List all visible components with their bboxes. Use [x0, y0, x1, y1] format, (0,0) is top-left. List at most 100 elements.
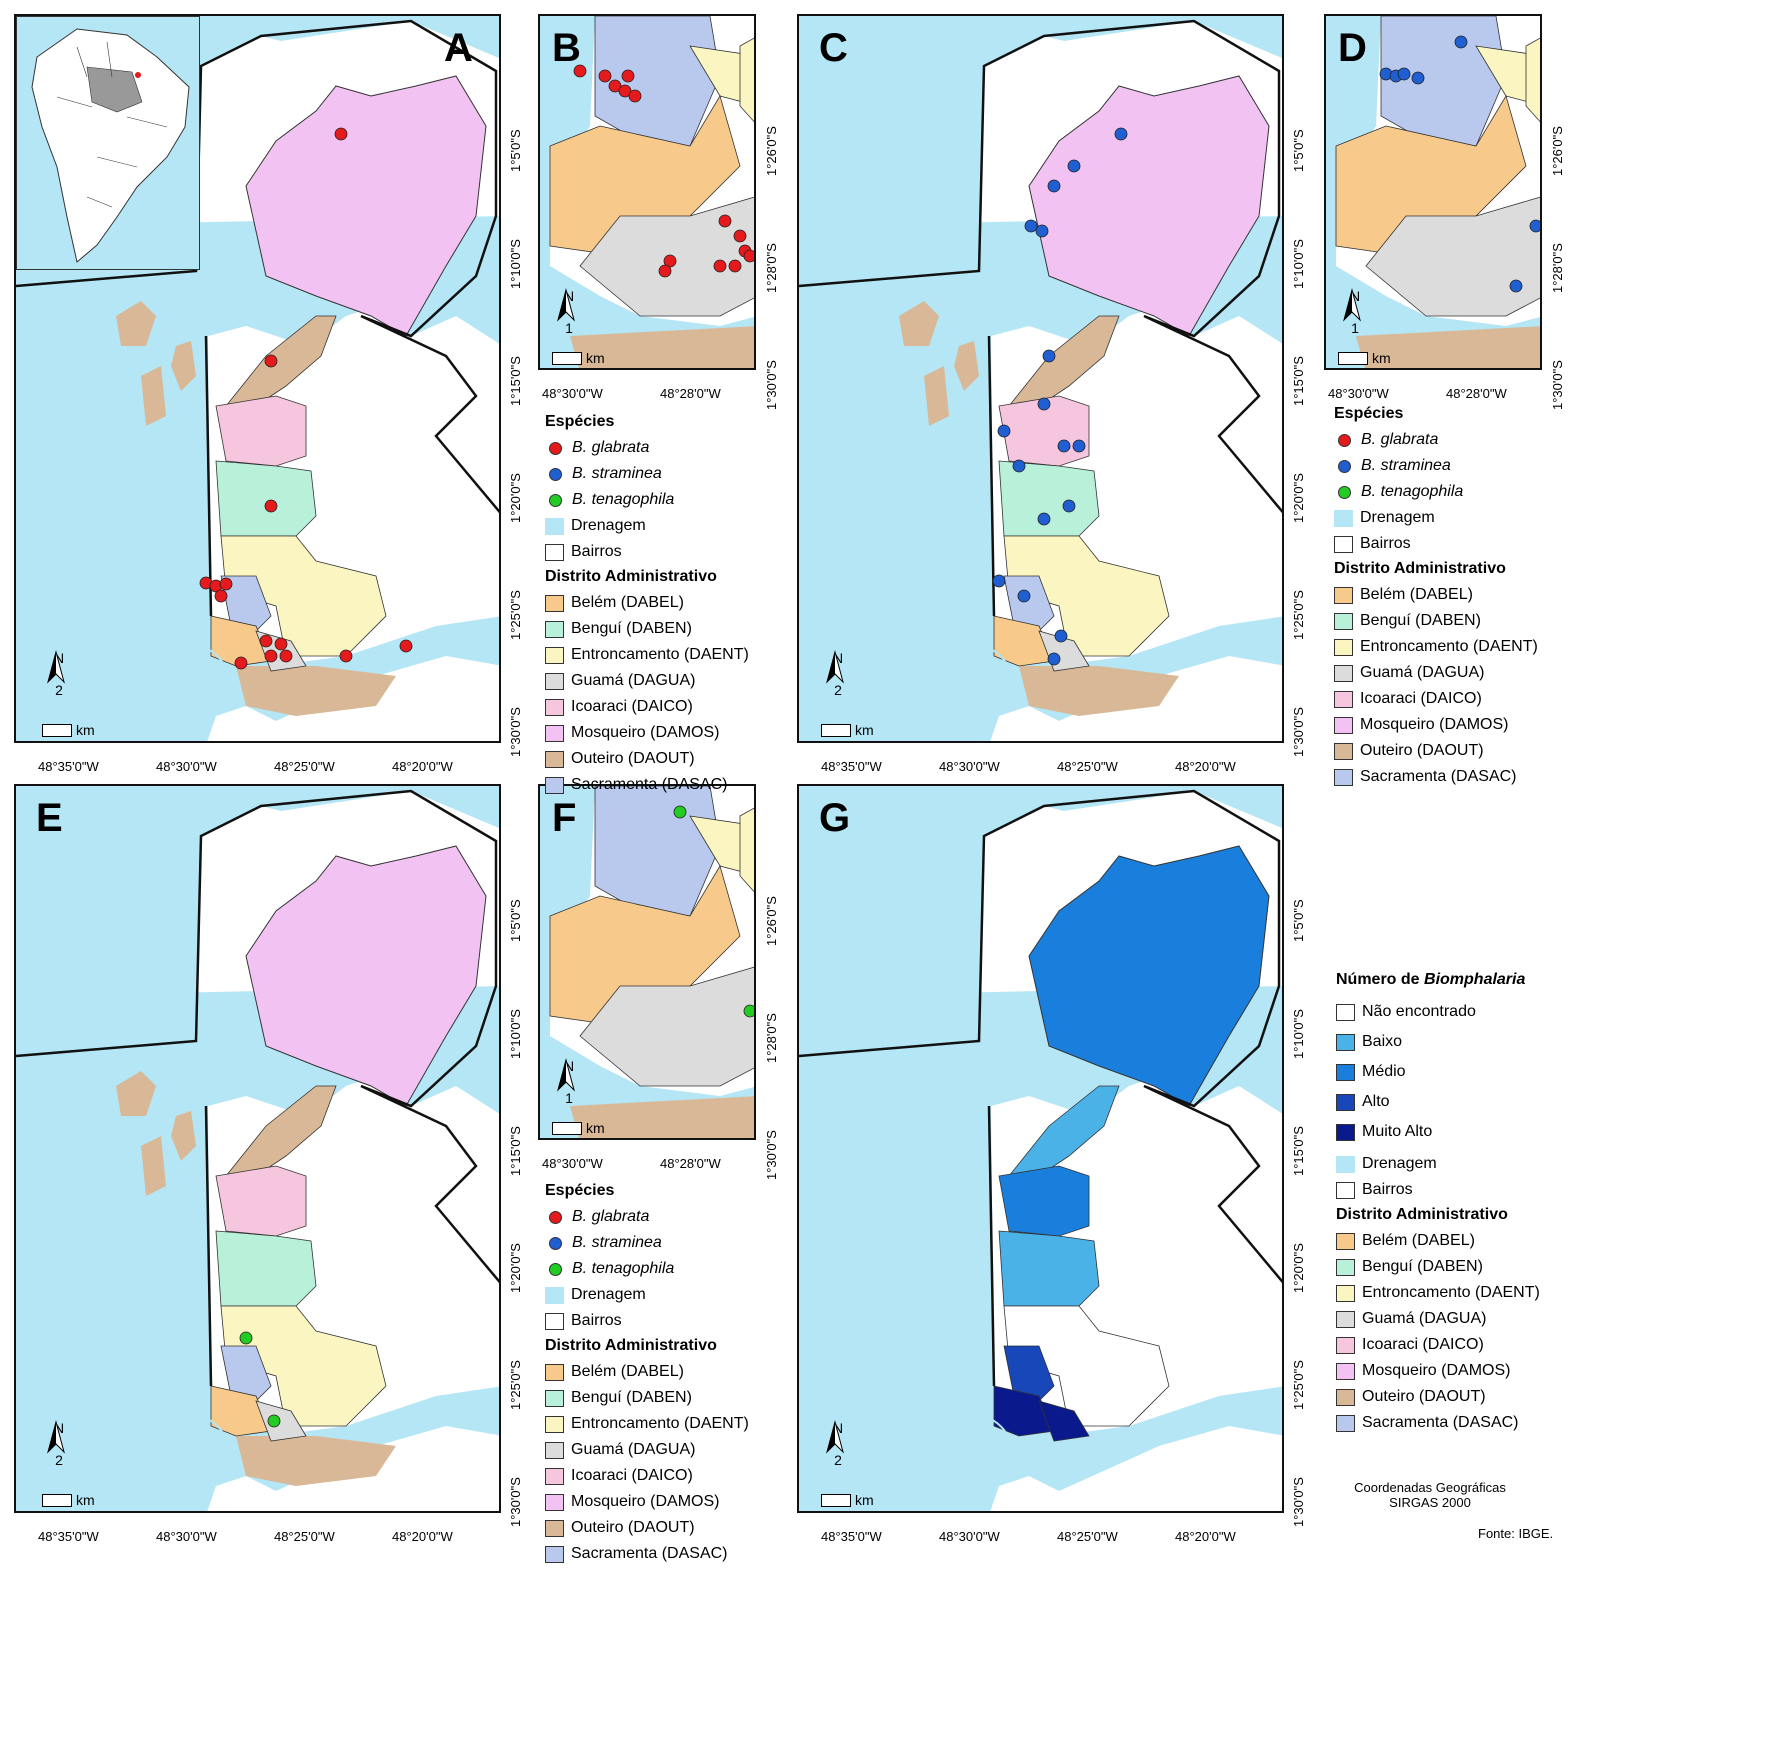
coordinate-tick-label: 48°30'0"W: [542, 386, 603, 401]
map-panel-d: D N 1 km: [1324, 14, 1542, 370]
bairros-label: Bairros: [1362, 1181, 1413, 1198]
legend-label: B. glabrata: [1361, 431, 1439, 448]
island: [171, 341, 196, 391]
legend-swatch: [1336, 1123, 1355, 1141]
legend-swatch: [1334, 612, 1353, 630]
district-belem: [549, 865, 741, 1027]
map-b-svg: [540, 16, 754, 368]
drainage-line: [35, 1202, 97, 1222]
drainage-line: [944, 1412, 1006, 1432]
legend-label: Outeiro (DAOUT): [571, 1519, 695, 1536]
species-dot-icon: [549, 1236, 562, 1250]
legend-label: Icoaraci (DAICO): [1360, 690, 1482, 707]
drainage-line: [71, 492, 133, 512]
snail-point: [1047, 652, 1061, 666]
legend-label: B. tenagophila: [572, 1260, 675, 1277]
snail-point: [1047, 179, 1061, 193]
coordinate-tick-label: 48°25'0"W: [1057, 1529, 1118, 1544]
district-belem: [993, 1385, 1055, 1437]
legend-label: Benguí (DABEN): [1360, 612, 1481, 629]
legend-swatch: [545, 724, 564, 742]
legend-label: B. tenagophila: [572, 491, 675, 508]
legend-label: Baixo: [1362, 1033, 1403, 1050]
inset-south-america: [16, 16, 200, 270]
legend-label: Icoaraci (DAICO): [571, 1467, 693, 1484]
district-guama: [1365, 196, 1540, 317]
coordinate-tick-label: 1°26'0"S: [764, 896, 779, 946]
coordinate-tick-label: 48°30'0"W: [156, 1529, 217, 1544]
legend-swatch: [1334, 586, 1353, 604]
snail-point: [743, 1004, 754, 1018]
map-panel-c: C N 2 km: [797, 14, 1284, 743]
island: [141, 1136, 166, 1196]
north-arrow: N 1: [556, 1058, 582, 1106]
legend-swatch: [1336, 1093, 1355, 1111]
drenagem-swatch: [545, 517, 564, 535]
legend-label: Belém (DABEL): [571, 594, 684, 611]
district-bengui: [215, 460, 317, 537]
district-mosqueiro: [1028, 845, 1270, 1107]
legend-swatch: [545, 1389, 564, 1407]
legend-swatch: [545, 646, 564, 664]
snail-point: [267, 1414, 281, 1428]
snail-point: [1035, 224, 1049, 238]
drainage-line: [107, 552, 169, 572]
map-e-svg: [16, 789, 499, 1511]
coordinate-tick-label: 1°20'0"S: [1291, 1243, 1306, 1293]
snail-point: [1411, 71, 1425, 85]
district-guama: [255, 1400, 307, 1442]
legend-label: Guamá (DAGUA): [1360, 664, 1485, 681]
legend-swatch: [1336, 1063, 1355, 1081]
species-dot-icon: [1338, 433, 1351, 447]
snail-point: [1042, 349, 1056, 363]
coordinate-tick-label: 1°25'0"S: [1291, 590, 1306, 640]
district-icoaraci: [215, 1165, 307, 1237]
drenagem-label: Drenagem: [571, 517, 646, 534]
coordinate-tick-label: 1°15'0"S: [508, 1126, 523, 1176]
drainage-line: [908, 1352, 970, 1372]
legend-district-title: Distrito Administrativo: [545, 568, 717, 585]
snail-point: [1509, 279, 1523, 293]
snail-point: [1017, 589, 1031, 603]
district-sacramenta: [1003, 1345, 1055, 1402]
drainage-line: [872, 1292, 934, 1312]
island: [954, 341, 979, 391]
island: [924, 366, 949, 426]
legend-b: Espécies B. glabrata B. straminea B. tenag…: [545, 410, 749, 798]
district-guama: [579, 966, 754, 1087]
district-entroncamento: [689, 45, 754, 106]
snail-point: [1114, 127, 1128, 141]
legend-swatch: [545, 1363, 564, 1381]
drainage-line: [143, 612, 205, 632]
legend-swatch: [1336, 1336, 1355, 1354]
legend-label: Sacramenta (DASAC): [1362, 1414, 1519, 1431]
snail-point: [1067, 159, 1081, 173]
coordinate-tick-label: 1°20'0"S: [1291, 473, 1306, 523]
district-entroncamento: [739, 807, 754, 893]
snail-point: [598, 69, 612, 83]
snail-point: [399, 639, 413, 653]
legend-count-title: Número de Biomphalaria: [1336, 971, 1526, 988]
snail-point: [1037, 397, 1051, 411]
coordinate-system-note: Coordenadas Geográficas SIRGAS 2000: [1354, 1480, 1506, 1510]
legend-swatch: [1334, 742, 1353, 760]
island: [171, 1111, 196, 1161]
coordinate-tick-label: 1°15'0"S: [508, 356, 523, 406]
drainage-line: [71, 1262, 133, 1282]
scale-bar: km: [42, 722, 95, 738]
legend-label: Sacramenta (DASAC): [571, 776, 728, 793]
coordinate-tick-label: 1°5'0"S: [508, 129, 523, 172]
species-dot-icon: [549, 1262, 562, 1276]
scale-bar: km: [821, 1492, 874, 1508]
snail-point: [239, 1331, 253, 1345]
bairros-swatch: [1334, 535, 1353, 553]
district-belem: [210, 1385, 272, 1437]
panel-label-c: C: [819, 26, 848, 70]
drainage-line: [89, 522, 151, 542]
legend-swatch: [545, 594, 564, 612]
coordinate-tick-label: 48°30'0"W: [1328, 386, 1389, 401]
legend-swatch: [545, 1545, 564, 1563]
snail-point: [264, 649, 278, 663]
drainage-line: [926, 1382, 988, 1402]
coordinate-tick-label: 1°28'0"S: [764, 1013, 779, 1063]
